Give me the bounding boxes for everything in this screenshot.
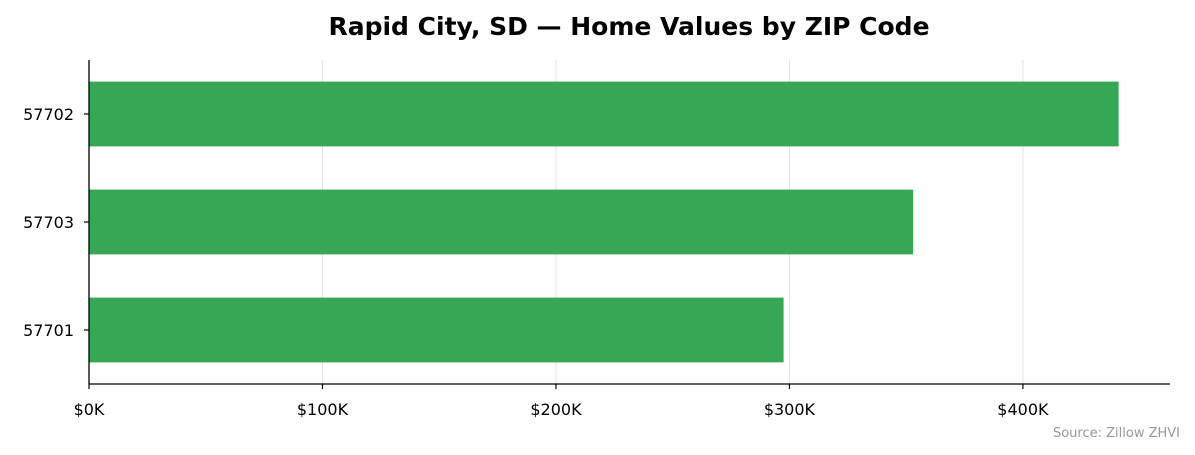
x-axis-ticks: $0K $100K $200K $300K $400K <box>74 384 1049 419</box>
bar-57703 <box>89 189 914 255</box>
y-tick-label-57701: 57701 <box>23 321 74 340</box>
bar-57702 <box>89 81 1119 147</box>
x-tick-label-3: $300K <box>764 400 816 419</box>
y-tick-label-57702: 57702 <box>23 105 74 124</box>
chart-title: Rapid City, SD — Home Values by ZIP Code <box>328 12 929 41</box>
x-tick-label-0: $0K <box>74 400 105 419</box>
y-axis-ticks: 57702 57703 57701 <box>23 105 89 340</box>
x-tick-label-4: $400K <box>997 400 1049 419</box>
y-tick-label-57703: 57703 <box>23 213 74 232</box>
x-tick-label-2: $200K <box>530 400 582 419</box>
bar-57701 <box>89 297 784 363</box>
x-tick-label-1: $100K <box>297 400 349 419</box>
bars <box>89 81 1119 363</box>
source-note: Source: Zillow ZHVI <box>1053 426 1180 441</box>
